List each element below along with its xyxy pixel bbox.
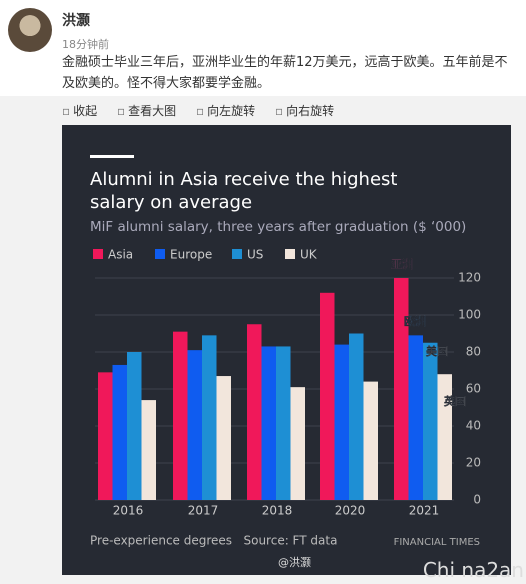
x-tick-label: 2018: [262, 504, 293, 518]
collapse[interactable]: 收起: [62, 104, 97, 118]
rotate-left[interactable]: 向左旋转: [196, 104, 255, 118]
avatar[interactable]: [8, 8, 52, 52]
x-tick-label: 2016: [113, 504, 144, 518]
legend-label: Asia: [108, 248, 133, 262]
x-tick-label: 2020: [335, 504, 366, 518]
annotation: 亚洲: [391, 258, 413, 271]
bar: [112, 364, 127, 500]
y-tick-label: 80: [466, 345, 481, 359]
bar: [349, 333, 364, 500]
bar: [437, 374, 452, 500]
legend-swatch: [155, 249, 165, 259]
bar: [423, 342, 438, 500]
bar: [187, 350, 202, 500]
chart-title: salary on average: [90, 192, 252, 213]
annotation: 欧洲: [404, 314, 426, 328]
annotation: 美国: [426, 344, 448, 358]
corner-watermark: Chi na2an: [422, 558, 524, 582]
annotation: 英国: [443, 394, 466, 408]
chart-title: Alumni in Asia receive the highest: [90, 169, 397, 190]
y-tick-label: 40: [466, 419, 481, 433]
bar: [173, 331, 188, 500]
bar: [261, 346, 276, 500]
bar: [127, 352, 142, 500]
bar: [394, 278, 409, 500]
user-name[interactable]: 洪灏: [62, 13, 90, 29]
bar: [334, 344, 349, 500]
legend-swatch: [285, 249, 295, 259]
legend-swatch: [93, 249, 103, 259]
bar: [290, 387, 305, 500]
bar: [320, 292, 335, 500]
chart-subtitle: MiF alumni salary, three years after gra…: [90, 219, 466, 235]
view-large[interactable]: 查看大图: [117, 104, 176, 118]
legend-label: Europe: [170, 248, 212, 262]
x-tick-label: 2021: [409, 504, 440, 518]
y-tick-label: 0: [473, 493, 481, 507]
x-tick-label: 2017: [188, 504, 219, 518]
chart-source: Pre-experience degrees Source: FT data: [90, 534, 337, 548]
y-tick-label: 100: [458, 308, 481, 322]
title-rule: [90, 155, 134, 158]
bar: [98, 372, 113, 500]
legend-label: UK: [300, 248, 318, 262]
bar: [276, 346, 291, 500]
toolbar: 收起 查看大图 向左旋转 向右旋转: [62, 102, 350, 119]
y-tick-label: 60: [466, 382, 481, 396]
bar: [408, 335, 423, 500]
legend-label: US: [247, 248, 263, 262]
rotate-right[interactable]: 向右旋转: [275, 104, 334, 118]
bar: [202, 335, 217, 500]
legend-swatch: [232, 249, 242, 259]
bar: [247, 324, 262, 500]
chart-brand: FINANCIAL TIMES: [394, 537, 480, 548]
y-tick-label: 120: [458, 271, 481, 285]
y-tick-label: 20: [466, 456, 481, 470]
bar: [141, 400, 156, 500]
bar: [363, 381, 378, 500]
post-text: 金融硕士毕业三年后，亚洲毕业生的年薪12万美元，远高于欧美。五年前是不及欧美的。…: [62, 55, 508, 91]
chart-watermark: @洪灏: [278, 555, 311, 569]
bar: [216, 376, 231, 500]
post-time[interactable]: 18分钟前: [62, 38, 109, 51]
